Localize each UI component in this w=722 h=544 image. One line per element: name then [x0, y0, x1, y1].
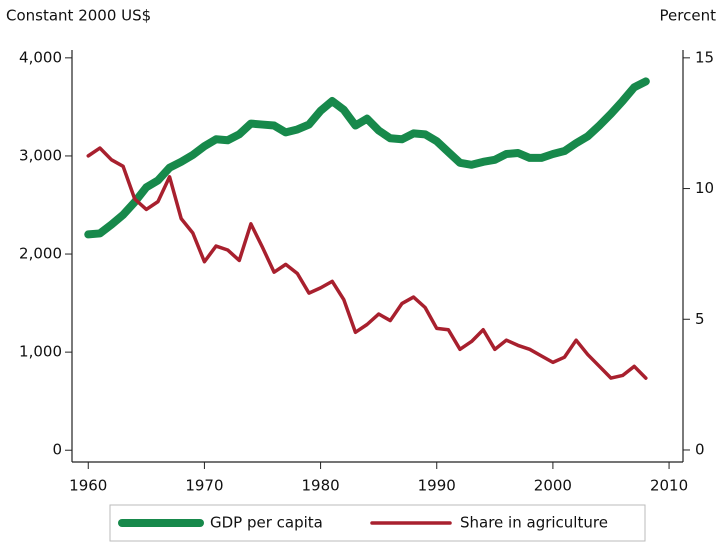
y-tick-label: 1,000 — [19, 343, 62, 361]
y-axis-title: Constant 2000 US$ — [6, 7, 151, 25]
y-tick-label: 4,000 — [19, 48, 62, 66]
x-tick-label: 1960 — [69, 477, 107, 495]
y2-tick-label: 5 — [695, 310, 705, 328]
y2-axis-title: Percent — [660, 7, 717, 25]
x-tick-label: 2010 — [650, 477, 688, 495]
y-tick-label: 0 — [52, 441, 62, 459]
y2-tick-label: 0 — [695, 440, 705, 458]
y2-tick-label: 15 — [695, 48, 714, 66]
x-tick-label: 1970 — [185, 477, 223, 495]
series-line — [86, 146, 648, 380]
legend-label: Share in agriculture — [460, 514, 608, 532]
y2-tick-label: 10 — [695, 179, 714, 197]
x-tick-label: 1990 — [418, 477, 456, 495]
y-tick-label: 2,000 — [19, 245, 62, 263]
legend-label: GDP per capita — [210, 514, 323, 532]
series-line — [84, 77, 650, 239]
x-tick-label: 2000 — [534, 477, 572, 495]
y-tick-label: 3,000 — [19, 146, 62, 164]
x-tick-label: 1980 — [301, 477, 339, 495]
